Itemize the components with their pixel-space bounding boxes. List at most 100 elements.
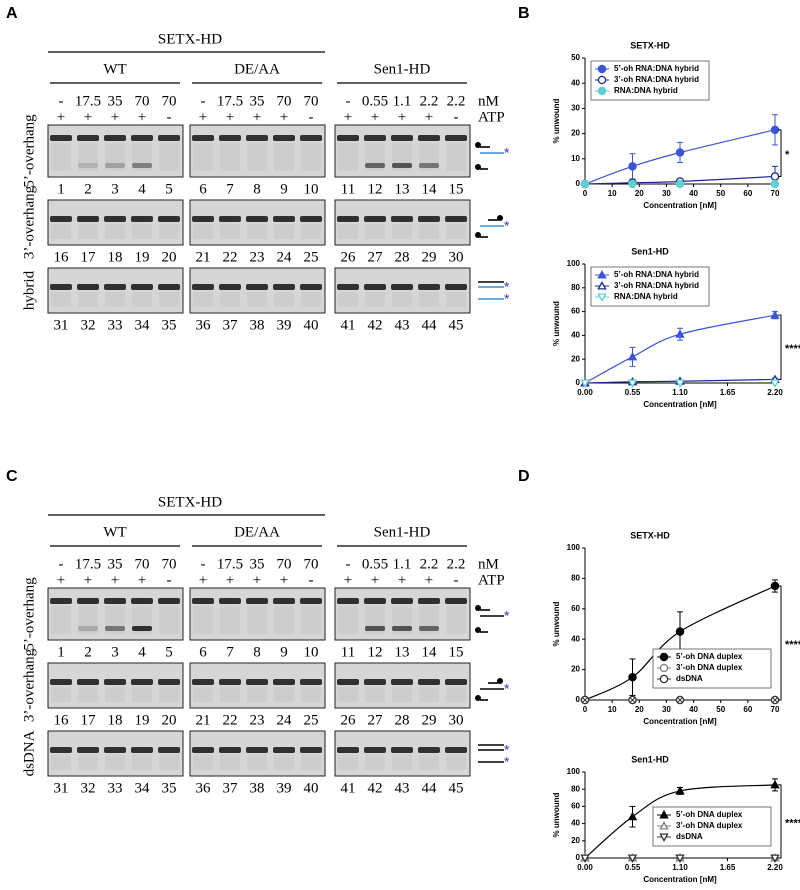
product-band: [365, 163, 385, 168]
y-tick-label: 30: [571, 104, 580, 113]
y-tick-label: 60: [571, 307, 580, 316]
concentration: 70: [135, 93, 150, 109]
lane-number: 31: [54, 780, 69, 796]
band: [158, 598, 180, 604]
x-tick-label: 60: [743, 189, 752, 198]
lane-number: 6: [199, 181, 207, 197]
legend-marker: [597, 281, 607, 290]
smear: [446, 606, 466, 634]
significance: ****: [785, 343, 800, 355]
concentration: 70: [277, 93, 292, 109]
y-axis-label: % unwound: [552, 601, 561, 646]
band: [192, 747, 214, 753]
lane-number: 1: [57, 181, 65, 197]
smear: [193, 606, 213, 634]
atp-sign: +: [199, 572, 207, 588]
lane-number: 42: [368, 780, 383, 796]
smear: [419, 224, 439, 239]
legend-marker: [597, 86, 607, 96]
legend-marker: [659, 674, 669, 684]
smear: [51, 755, 71, 770]
atp-sign: +: [398, 109, 406, 125]
y-tick-label: 10: [571, 154, 580, 163]
cross: [677, 697, 683, 703]
band: [131, 135, 153, 141]
band: [77, 598, 99, 604]
smear: [247, 755, 267, 770]
band: [246, 598, 268, 604]
smear: [193, 687, 213, 702]
band: [273, 679, 295, 685]
lane-number: 15: [449, 644, 464, 660]
smear: [274, 224, 294, 239]
x-axis-label: Concentration [nM]: [643, 717, 717, 726]
gel: [189, 267, 326, 314]
band: [273, 284, 295, 290]
legend-box: [590, 266, 710, 307]
smear: [247, 606, 267, 634]
legend-label: 3’-oh RNA:DNA hybrid: [614, 75, 699, 84]
data-point: [628, 162, 637, 171]
x-tick-label: 2.20: [767, 863, 783, 872]
band: [77, 679, 99, 685]
atp-sign: +: [226, 572, 234, 588]
product-band: [78, 626, 98, 631]
band: [158, 747, 180, 753]
atp-sign: +: [226, 109, 234, 125]
band: [300, 135, 322, 141]
smear: [78, 606, 98, 634]
fit-line: [584, 784, 776, 859]
group-header: WT: [103, 524, 126, 540]
legend-box: [590, 60, 710, 101]
y-axis-label: % unwound: [552, 792, 561, 837]
lane-number: 7: [226, 181, 234, 197]
data-point: [627, 854, 638, 863]
data-point: [770, 172, 780, 181]
lane-number: 26: [341, 249, 357, 265]
band: [50, 598, 72, 604]
product-band: [105, 163, 125, 168]
smear: [365, 687, 385, 702]
band: [131, 216, 153, 222]
lane-number: 14: [422, 644, 438, 660]
lane-number: 10: [304, 644, 319, 660]
band: [364, 679, 386, 685]
atp-sign: +: [57, 572, 65, 588]
lane-number: 16: [54, 249, 70, 265]
band: [418, 284, 440, 290]
cross: [772, 697, 778, 703]
concentration: 70: [277, 556, 292, 572]
group-header: DE/AA: [234, 61, 280, 77]
fit-line: [584, 314, 776, 384]
product-band: [365, 626, 385, 631]
y-tick-label: 0: [576, 179, 581, 188]
atp-sign: +: [84, 109, 92, 125]
band: [77, 747, 99, 753]
data-point: [675, 179, 685, 189]
strand-end: [475, 142, 481, 148]
legend-label: RNA:DNA hybrid: [614, 86, 678, 95]
band: [391, 135, 413, 141]
x-tick-label: 1.65: [720, 863, 736, 872]
gel: [47, 662, 184, 709]
band: [104, 216, 126, 222]
legend-marker: [659, 821, 669, 830]
x-tick-label: 30: [662, 705, 671, 714]
smear: [419, 755, 439, 770]
strand-end: [497, 678, 503, 684]
band: [246, 679, 268, 685]
label-star: *: [504, 681, 510, 697]
strand-end: [475, 695, 481, 701]
group-header: WT: [103, 61, 126, 77]
band: [418, 598, 440, 604]
panel-letter: B: [518, 5, 530, 22]
panel-letter: A: [6, 5, 18, 22]
lane-number: 35: [162, 780, 177, 796]
lane-number: 29: [422, 249, 437, 265]
x-tick-label: 2.20: [767, 388, 783, 397]
lane-number: 42: [368, 317, 383, 333]
lane-number: 33: [108, 317, 123, 333]
gel: [47, 730, 184, 777]
smear: [338, 687, 358, 702]
strand-end: [475, 605, 481, 611]
